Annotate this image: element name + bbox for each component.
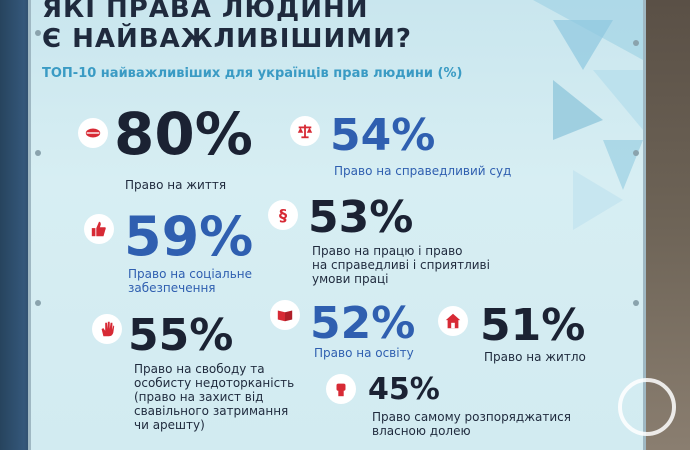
percent-work: 53% <box>308 192 414 243</box>
label-education: Право на освіту <box>314 346 414 360</box>
label-life: Право на життя <box>125 178 227 192</box>
grommet <box>633 150 639 156</box>
percent-self-determination: 45% <box>368 372 440 407</box>
triangle-decoration <box>533 0 643 230</box>
title-line-1: ЯКІ ПРАВА ЛЮДИНИ <box>42 0 369 24</box>
section-icon: § <box>268 200 298 230</box>
svg-text:§: § <box>279 206 288 224</box>
fist-icon <box>326 374 356 404</box>
percent-freedom: 55% <box>128 310 234 361</box>
grommet <box>633 300 639 306</box>
percent-social-security: 59% <box>124 205 254 268</box>
book-icon <box>270 300 300 330</box>
poster-title: ЯКІ ПРАВА ЛЮДИНИ Є НАЙВАЖЛИВІШИМИ? <box>42 0 412 54</box>
grommet <box>35 30 41 36</box>
grommet <box>633 40 639 46</box>
scales-icon <box>290 116 320 146</box>
lips-icon <box>78 118 108 148</box>
percent-life: 80% <box>114 100 253 168</box>
percent-education: 52% <box>310 298 416 349</box>
label-social-security: Право на соціальне забезпечення <box>128 267 253 295</box>
percent-housing: 51% <box>480 300 586 351</box>
grommet <box>35 150 41 156</box>
thumbs-up-icon <box>84 214 114 244</box>
label-self-determination: Право самому розпоряджатися власною доле… <box>372 410 571 438</box>
label-housing: Право на житло <box>484 350 586 364</box>
poster-subtitle: ТОП-10 найважливіших для українців прав … <box>42 66 463 81</box>
label-fair-trial: Право на справедливий суд <box>334 164 512 178</box>
watermark-logo <box>618 378 676 436</box>
house-icon <box>438 306 468 336</box>
label-freedom: Право на свободу та особисту недоторкані… <box>134 362 295 432</box>
percent-fair-trial: 54% <box>330 110 436 161</box>
title-line-2: Є НАЙВАЖЛИВІШИМИ? <box>42 24 412 54</box>
grommet <box>35 300 41 306</box>
label-work: Право на працю і право на справедливі і … <box>312 244 490 286</box>
hand-icon <box>92 314 122 344</box>
